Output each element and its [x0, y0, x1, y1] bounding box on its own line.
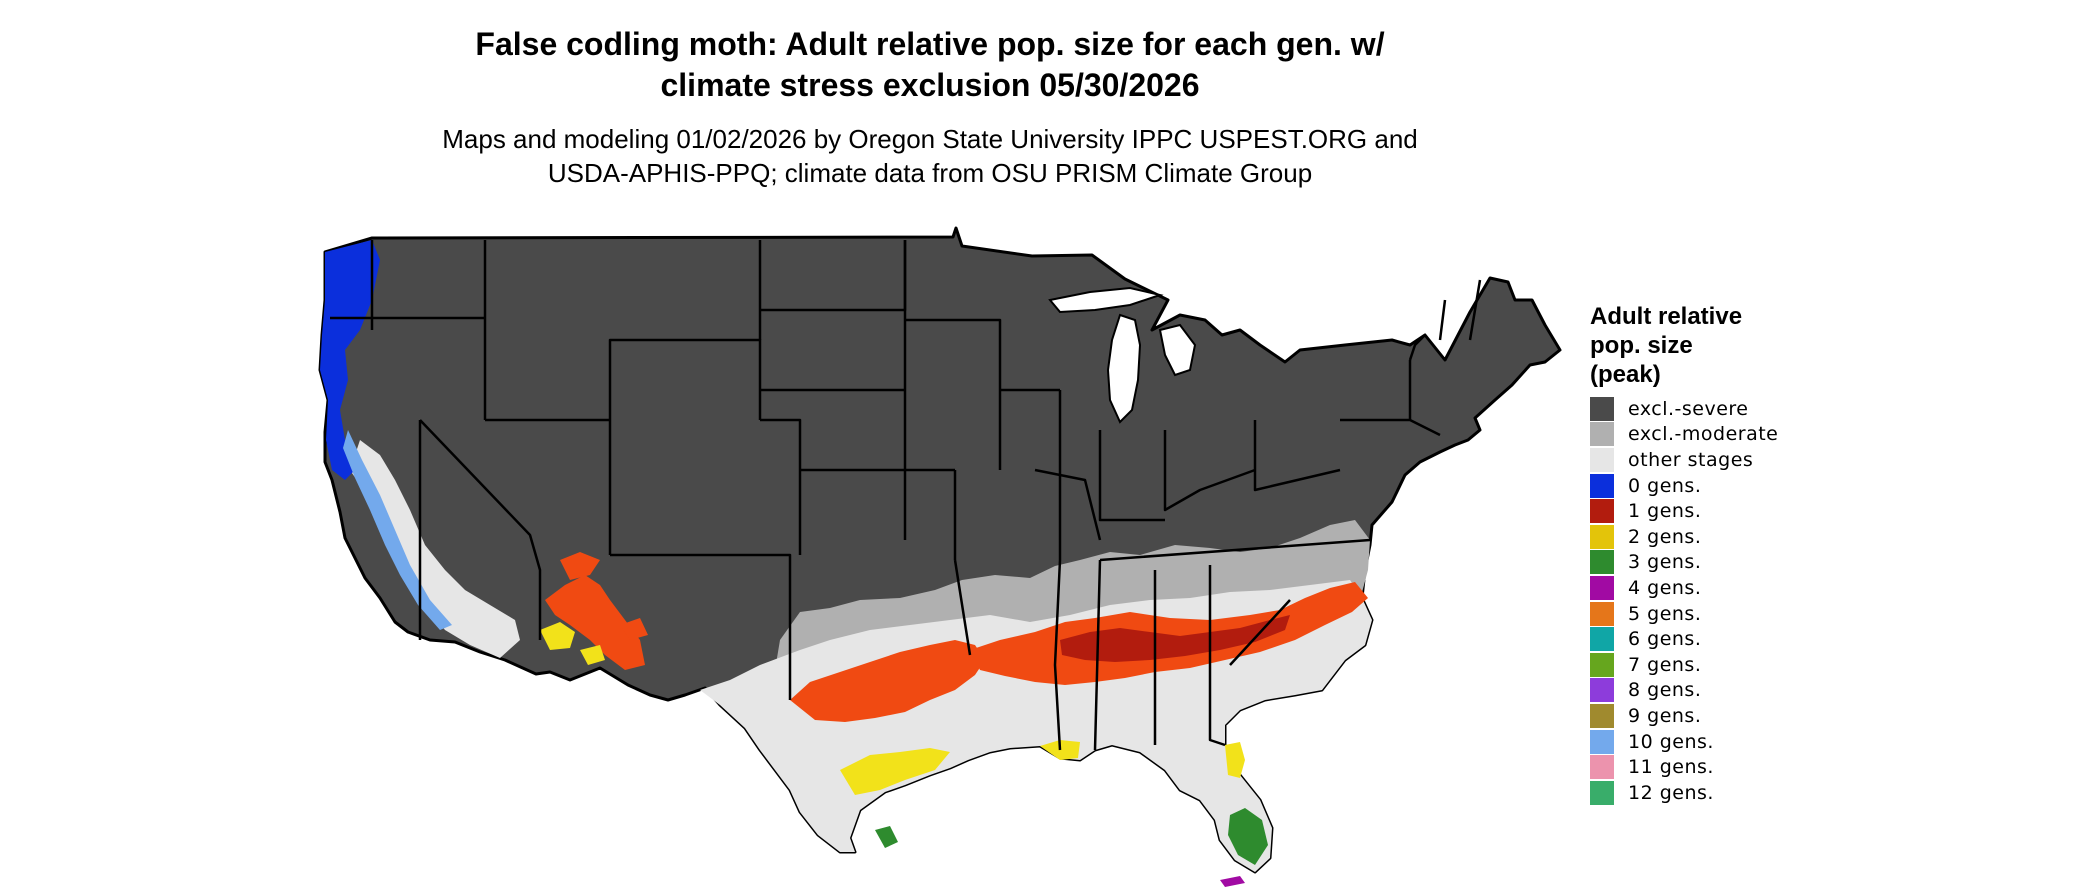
legend-label: 11 gens.	[1628, 756, 1714, 779]
legend-swatch	[1590, 601, 1614, 626]
legend-label: excl.-severe	[1628, 397, 1749, 420]
lake-superior	[1048, 286, 1164, 314]
gen3-south-texas	[875, 826, 898, 848]
gen2-florida	[1225, 742, 1245, 778]
legend-label: 7 gens.	[1628, 653, 1702, 676]
legend-item: 6 gens.	[1590, 626, 1778, 652]
coastal-light-blue	[343, 430, 452, 630]
gen2-texas-gulf	[840, 748, 950, 795]
legend-label: 3 gens.	[1628, 551, 1702, 574]
map-subtitle: Maps and modeling 01/02/2026 by Oregon S…	[380, 122, 1480, 190]
legend-swatch	[1590, 447, 1614, 472]
legend-swatch	[1590, 422, 1614, 447]
gen1-southwest	[545, 575, 645, 670]
legend-item: 4 gens.	[1590, 575, 1778, 601]
gen1-arizona-patches	[560, 552, 648, 640]
gen2-arizona	[540, 622, 605, 665]
legend-title-line: (peak)	[1590, 361, 1661, 388]
legend-title-line: pop. size	[1590, 332, 1693, 359]
legend-item: 10 gens.	[1590, 729, 1778, 755]
legend-item: 7 gens.	[1590, 652, 1778, 678]
gen4-keys	[1220, 876, 1245, 887]
legend-label: 6 gens.	[1628, 628, 1702, 651]
legend-label: other stages	[1628, 448, 1754, 471]
legend-swatch	[1590, 524, 1614, 549]
legend-label: 5 gens.	[1628, 602, 1702, 625]
legend-label: excl.-moderate	[1628, 423, 1779, 446]
gen1-band-texas	[790, 640, 985, 722]
legend-label: 0 gens.	[1628, 474, 1702, 497]
legend-swatch	[1590, 652, 1614, 677]
legend-item: 12 gens.	[1590, 780, 1778, 806]
legend-item: 3 gens.	[1590, 550, 1778, 576]
legend-swatch	[1590, 729, 1614, 754]
legend-swatch	[1590, 550, 1614, 575]
legend-item: other stages	[1590, 447, 1778, 473]
lake-huron	[1158, 323, 1197, 377]
legend-item: excl.-severe	[1590, 396, 1778, 422]
title-line-2: climate stress exclusion 05/30/2026	[660, 67, 1200, 103]
legend-label: 9 gens.	[1628, 704, 1702, 727]
legend-swatch	[1590, 627, 1614, 652]
legend-item: 5 gens.	[1590, 601, 1778, 627]
lake-michigan	[1106, 313, 1142, 424]
legend-item: 9 gens.	[1590, 703, 1778, 729]
legend-label: 4 gens.	[1628, 576, 1702, 599]
legend-label: 2 gens.	[1628, 525, 1702, 548]
legend-swatch	[1590, 396, 1614, 421]
legend-title: Adult relative pop. size (peak)	[1590, 302, 1850, 389]
gen3-south-florida	[1228, 808, 1268, 865]
legend-item: 8 gens.	[1590, 678, 1778, 704]
legend-swatch	[1590, 473, 1614, 498]
legend-item: 2 gens.	[1590, 524, 1778, 550]
subtitle-line-1: Maps and modeling 01/02/2026 by Oregon S…	[442, 124, 1418, 154]
legend: excl.-severe excl.-moderate other stages…	[1590, 396, 1778, 806]
state-borders	[330, 240, 1482, 751]
legend-swatch	[1590, 755, 1614, 780]
map-title: False codling moth: Adult relative pop. …	[380, 24, 1480, 106]
california-other-stages	[350, 440, 520, 658]
legend-label: 12 gens.	[1628, 781, 1714, 804]
legend-label: 8 gens.	[1628, 679, 1702, 702]
gen1-band-southeast	[970, 582, 1368, 685]
legend-swatch	[1590, 678, 1614, 703]
legend-item: 11 gens.	[1590, 754, 1778, 780]
legend-title-line: Adult relative	[1590, 303, 1743, 330]
title-line-1: False codling moth: Adult relative pop. …	[475, 26, 1385, 62]
legend-item: excl.-moderate	[1590, 422, 1778, 448]
legend-swatch	[1590, 575, 1614, 600]
gen1-core-dark	[1060, 615, 1290, 662]
legend-item: 0 gens.	[1590, 473, 1778, 499]
legend-swatch	[1590, 780, 1614, 805]
us-outline	[318, 226, 1562, 874]
legend-label: 10 gens.	[1628, 730, 1714, 753]
legend-swatch	[1590, 703, 1614, 728]
subtitle-line-2: USDA-APHIS-PPQ; climate data from OSU PR…	[547, 158, 1313, 188]
legend-swatch	[1590, 499, 1614, 524]
us-map	[318, 226, 1562, 887]
coastal-0-gens	[320, 240, 380, 480]
legend-label: 1 gens.	[1628, 500, 1702, 523]
legend-item: 1 gens.	[1590, 498, 1778, 524]
